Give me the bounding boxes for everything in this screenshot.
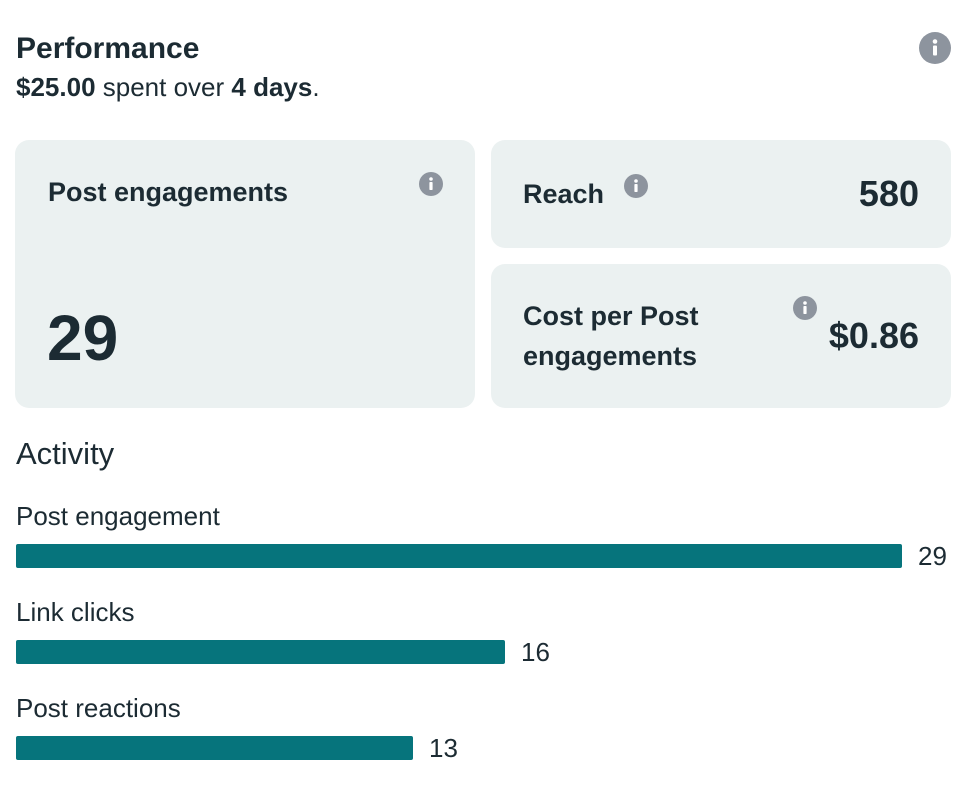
activity-label-post-reactions: Post reactions bbox=[16, 693, 181, 723]
cost-per-label: Cost per Post engagements bbox=[523, 296, 699, 376]
performance-title: Performance bbox=[16, 32, 200, 65]
cost-per-label-line2: engagements bbox=[523, 341, 698, 371]
post-engagements-card: Post engagements 29 bbox=[15, 140, 475, 408]
reach-card: Reach 580 bbox=[491, 140, 951, 248]
info-icon[interactable] bbox=[919, 32, 951, 64]
post-engagements-label: Post engagements bbox=[48, 177, 289, 207]
performance-summary: $25.00 spent over 4 days. bbox=[16, 68, 952, 106]
cost-per-value: $0.86 bbox=[828, 315, 919, 356]
spent-amount: $25.00 bbox=[16, 72, 96, 102]
performance-header: Performance $25.00 spent over 4 days. bbox=[16, 30, 952, 106]
activity-value-link-clicks: 16 bbox=[521, 637, 550, 667]
activity-bar-link-clicks bbox=[16, 640, 505, 664]
cost-per-label-line1: Cost per Post bbox=[523, 301, 699, 331]
spent-end-text: . bbox=[312, 72, 320, 102]
activity-value-post-engagement: 29 bbox=[918, 541, 947, 571]
info-icon[interactable] bbox=[624, 174, 648, 198]
activity-value-post-reactions: 13 bbox=[429, 733, 458, 763]
info-icon[interactable] bbox=[793, 296, 817, 320]
activity-title: Activity bbox=[16, 436, 115, 471]
reach-value: 580 bbox=[858, 173, 919, 214]
post-engagements-value: 29 bbox=[47, 302, 119, 374]
cost-per-engagement-card: Cost per Post engagements $0.86 bbox=[491, 264, 951, 408]
info-icon[interactable] bbox=[419, 172, 443, 196]
spent-days: 4 days bbox=[231, 72, 313, 102]
activity-bar-post-engagement bbox=[16, 544, 902, 568]
activity-bar-post-reactions bbox=[16, 736, 413, 760]
activity-label-link-clicks: Link clicks bbox=[16, 597, 135, 627]
reach-label: Reach bbox=[523, 179, 605, 209]
activity-label-post-engagement: Post engagement bbox=[16, 501, 220, 531]
spent-mid-text: spent over bbox=[95, 72, 232, 102]
